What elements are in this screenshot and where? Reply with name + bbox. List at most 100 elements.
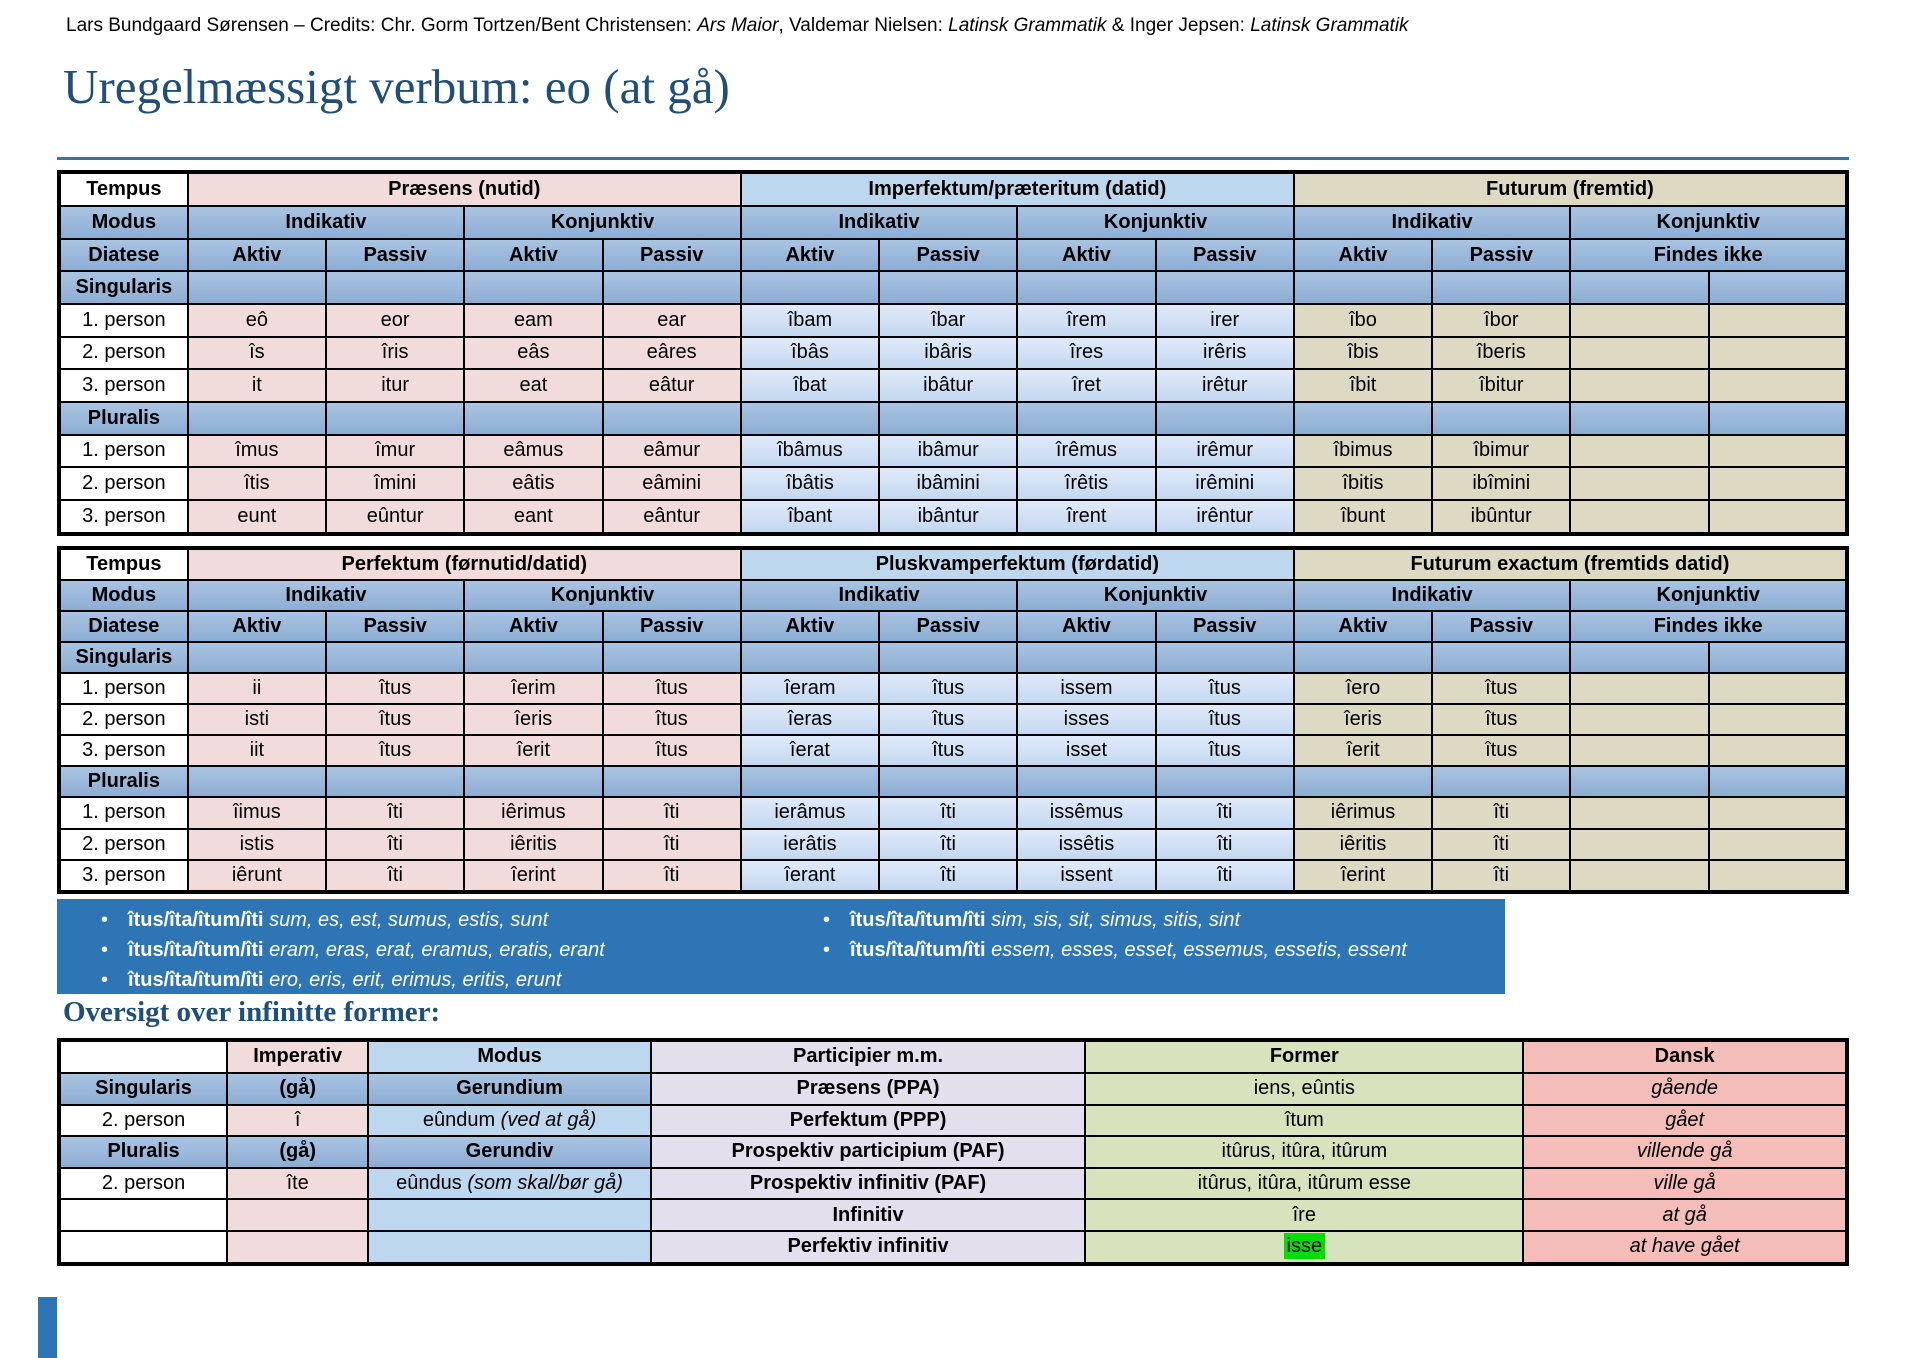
table-cell: Passiv [601, 237, 742, 273]
table-cell: Singularis [58, 641, 189, 675]
table-cell: Aktiv [463, 610, 604, 644]
empty-cell [739, 641, 881, 675]
empty-cell [1707, 641, 1849, 675]
table-cell: Passiv [878, 237, 1019, 273]
table-cell: irêris [1154, 335, 1295, 371]
empty-cell [463, 641, 604, 675]
table-cell: 3. person [58, 498, 189, 536]
table-cell: iêrunt [186, 858, 328, 894]
table-cell: îs [186, 335, 328, 371]
table-cell: îti [324, 858, 466, 894]
table-row: Pluralis [58, 400, 1849, 436]
table-cell: Pluralis [58, 765, 189, 799]
table-cell: iêritis [463, 827, 604, 861]
table-cell: eâmus [463, 433, 604, 469]
table-cell: Indikativ [1292, 579, 1572, 613]
empty-cell [1707, 368, 1849, 403]
table-cell: îti [324, 796, 466, 830]
table-cell: 1. person [58, 672, 189, 706]
table-row: 2. person îte eûndus (som skal/bør gå) Pros… [57, 1166, 1848, 1201]
table-cell: Former [1084, 1039, 1525, 1074]
table-cell: îti [1431, 858, 1572, 894]
table-cell: 2. person [58, 466, 189, 501]
banner-bullet: îtus/îta/îtum/îti eram, eras, erat, eram… [101, 938, 605, 962]
table-cell: Aktiv [463, 237, 604, 273]
table-cell: Passiv [878, 610, 1019, 644]
empty-cell [1431, 641, 1572, 675]
empty-cell [739, 270, 881, 305]
table-cell: Perfektiv infinitiv [649, 1229, 1087, 1266]
table-cell: Aktiv [739, 610, 881, 644]
table-cell: irer [1154, 302, 1295, 338]
table-cell: îbo [1292, 302, 1434, 338]
table-cell: îerit [463, 734, 604, 768]
empty-cell [463, 400, 604, 436]
table-row: Singularis (gå) Gerundium Præsens (PPA) iens… [57, 1071, 1848, 1106]
empty-cell [1569, 672, 1710, 706]
empty-cell [1707, 858, 1849, 894]
empty-cell [1707, 734, 1849, 768]
table-cell: îbant [739, 498, 881, 536]
table-cell: eam [463, 302, 604, 338]
table-cell: gående [1522, 1071, 1848, 1106]
empty-cell [1569, 641, 1710, 675]
table-cell: îtus [324, 734, 466, 768]
empty-cell [1569, 827, 1710, 861]
table-cell: îtus [878, 734, 1019, 768]
table-cell: Aktiv [186, 610, 328, 644]
table-cell: Aktiv [186, 237, 328, 273]
table-row: Tempus Perfektum (førnutid/datid) Pluskvam… [58, 546, 1849, 582]
table-cell: eûntur [324, 498, 466, 536]
table-cell: Indikativ [739, 579, 1019, 613]
empty-cell [186, 765, 328, 799]
empty-cell [1016, 400, 1157, 436]
table-cell: Infinitiv [649, 1198, 1087, 1232]
table-cell: Præsens (PPA) [649, 1071, 1087, 1106]
table-row: 2. person î eûndum (ved at gå) Perfektum (P… [57, 1103, 1848, 1138]
table-cell: Passiv [324, 237, 466, 273]
banner-bullet: îtus/îta/îtum/îti ero, eris, erit, erimu… [101, 968, 605, 992]
table-cell: îtus [1154, 672, 1295, 706]
empty-cell [1569, 302, 1710, 338]
empty-cell [1431, 400, 1572, 436]
table-cell: itur [324, 368, 466, 403]
table-row: 2. person îs îris eâs eâres îbâs ibâris îres irê… [58, 335, 1849, 371]
empty-cell [1292, 400, 1434, 436]
table-cell: 3. person [58, 858, 189, 894]
table-cell: Konjunktiv [1569, 205, 1848, 240]
table-cell: eâmini [601, 466, 742, 501]
table-cell: îtus [1431, 703, 1572, 737]
table-cell: itûrus, itûra, itûrum esse [1084, 1166, 1525, 1201]
table-cell: Konjunktiv [1016, 579, 1295, 613]
banner-bullet: îtus/îta/îtum/îti sum, es, est, sumus, e… [101, 908, 605, 932]
empty-cell [1016, 270, 1157, 305]
banner-right-list: îtus/îta/îtum/îti sim, sis, sit, simus, … [823, 908, 1407, 968]
table-row: 1. person îmus îmur eâmus eâmur îbâmus ibâmur î… [58, 433, 1849, 469]
table-row: Modus Indikativ Konjunktiv Indikativ Konjunk… [58, 579, 1848, 613]
empty-cell [1707, 270, 1849, 305]
table-cell: Konjunktiv [1016, 205, 1295, 240]
credit-line: Lars Bundgaard Sørensen – Credits: Chr. … [66, 14, 1409, 39]
title-underline [57, 157, 1849, 160]
finite-forms-table-perfect: Tempus Perfektum (førnutid/datid) Pluskvam… [57, 546, 1849, 894]
empty-cell [601, 270, 742, 305]
credit-part: Ars Maior [697, 15, 779, 36]
table-cell: Pluralis [57, 1135, 229, 1169]
table-cell: Aktiv [1016, 610, 1157, 644]
table-cell: îerant [739, 858, 881, 894]
empty-cell [463, 270, 604, 305]
table-row: Pluralis (gå) Gerundiv Prospektiv participi… [57, 1135, 1848, 1169]
table-cell: 2. person [57, 1166, 229, 1201]
table-cell: Perfektum (førnutid/datid) [186, 546, 742, 582]
table-cell: villende gå [1522, 1135, 1848, 1169]
table-cell: îti [601, 858, 742, 894]
empty-cell [739, 765, 881, 799]
table-row: Pluralis [58, 765, 1849, 799]
table-cell: ierâtis [739, 827, 881, 861]
table-cell: Konjunktiv [1569, 579, 1848, 613]
table-cell: Futurum exactum (fremtids datid) [1292, 546, 1849, 582]
table-cell: Singularis [58, 270, 189, 305]
page-corner-mark [38, 1297, 57, 1358]
table-cell: îti [878, 796, 1019, 830]
